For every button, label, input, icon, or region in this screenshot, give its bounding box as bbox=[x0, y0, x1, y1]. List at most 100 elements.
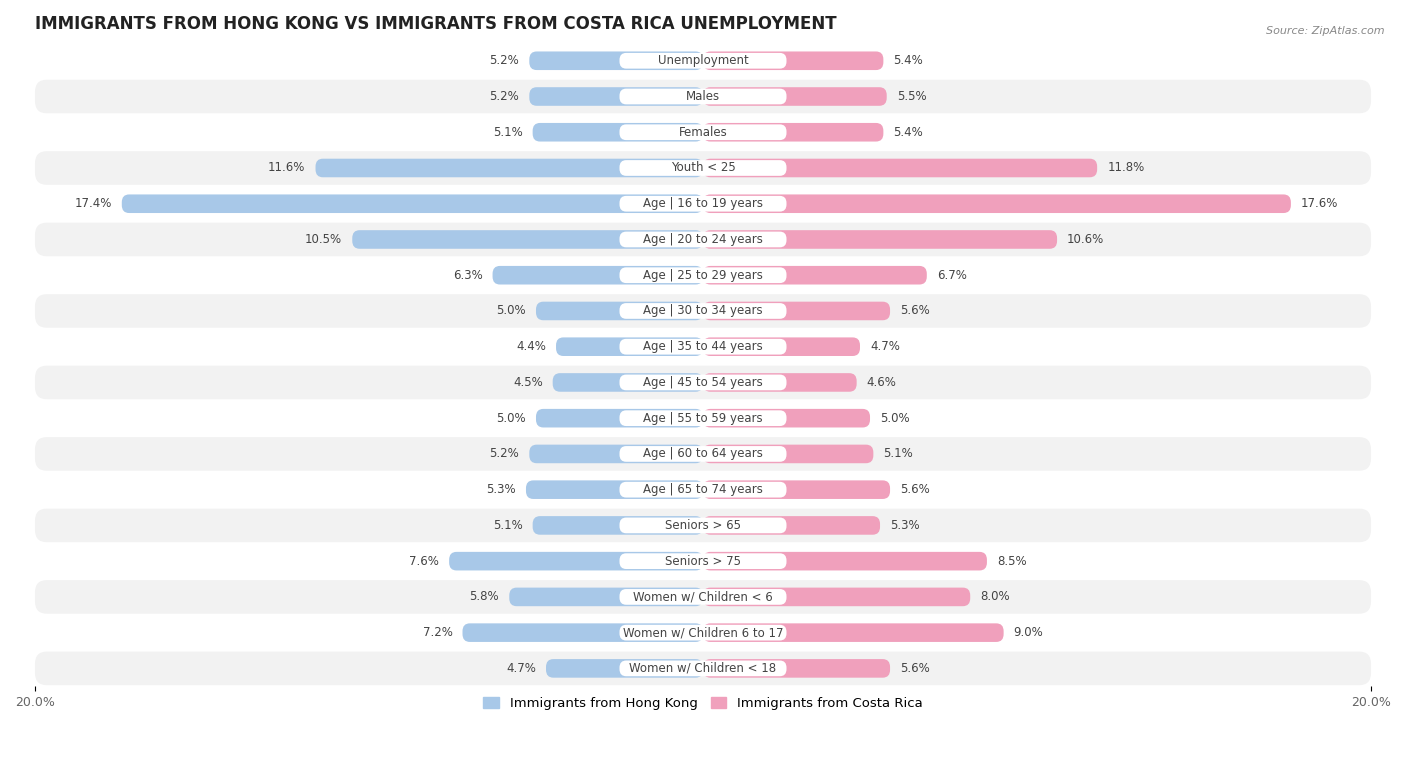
Text: 7.6%: 7.6% bbox=[409, 555, 439, 568]
Text: 11.8%: 11.8% bbox=[1107, 161, 1144, 174]
FancyBboxPatch shape bbox=[620, 481, 786, 497]
FancyBboxPatch shape bbox=[703, 587, 970, 606]
FancyBboxPatch shape bbox=[620, 339, 786, 354]
Text: Males: Males bbox=[686, 90, 720, 103]
FancyBboxPatch shape bbox=[620, 124, 786, 140]
Text: Seniors > 65: Seniors > 65 bbox=[665, 519, 741, 532]
FancyBboxPatch shape bbox=[703, 623, 1004, 642]
FancyBboxPatch shape bbox=[620, 518, 786, 533]
FancyBboxPatch shape bbox=[703, 338, 860, 356]
FancyBboxPatch shape bbox=[529, 444, 703, 463]
FancyBboxPatch shape bbox=[620, 625, 786, 640]
FancyBboxPatch shape bbox=[35, 401, 1371, 435]
FancyBboxPatch shape bbox=[509, 587, 703, 606]
Text: 10.6%: 10.6% bbox=[1067, 233, 1104, 246]
FancyBboxPatch shape bbox=[315, 159, 703, 177]
FancyBboxPatch shape bbox=[703, 195, 1291, 213]
FancyBboxPatch shape bbox=[620, 160, 786, 176]
Text: 9.0%: 9.0% bbox=[1014, 626, 1043, 639]
Text: Women w/ Children < 18: Women w/ Children < 18 bbox=[630, 662, 776, 675]
Text: Source: ZipAtlas.com: Source: ZipAtlas.com bbox=[1267, 26, 1385, 36]
Text: Age | 30 to 34 years: Age | 30 to 34 years bbox=[643, 304, 763, 317]
FancyBboxPatch shape bbox=[703, 266, 927, 285]
Text: 5.0%: 5.0% bbox=[496, 412, 526, 425]
FancyBboxPatch shape bbox=[703, 659, 890, 678]
Text: 5.5%: 5.5% bbox=[897, 90, 927, 103]
Text: Age | 20 to 24 years: Age | 20 to 24 years bbox=[643, 233, 763, 246]
FancyBboxPatch shape bbox=[620, 53, 786, 69]
Text: 4.4%: 4.4% bbox=[516, 340, 546, 354]
Text: 5.2%: 5.2% bbox=[489, 447, 519, 460]
FancyBboxPatch shape bbox=[492, 266, 703, 285]
Text: 5.4%: 5.4% bbox=[893, 55, 924, 67]
Text: Women w/ Children < 6: Women w/ Children < 6 bbox=[633, 590, 773, 603]
FancyBboxPatch shape bbox=[353, 230, 703, 249]
FancyBboxPatch shape bbox=[703, 87, 887, 106]
FancyBboxPatch shape bbox=[703, 302, 890, 320]
FancyBboxPatch shape bbox=[620, 375, 786, 391]
Text: 17.4%: 17.4% bbox=[75, 198, 111, 210]
FancyBboxPatch shape bbox=[35, 223, 1371, 257]
Text: 8.5%: 8.5% bbox=[997, 555, 1026, 568]
FancyBboxPatch shape bbox=[620, 267, 786, 283]
Text: Age | 35 to 44 years: Age | 35 to 44 years bbox=[643, 340, 763, 354]
FancyBboxPatch shape bbox=[620, 661, 786, 676]
FancyBboxPatch shape bbox=[35, 473, 1371, 506]
FancyBboxPatch shape bbox=[529, 87, 703, 106]
Text: 6.7%: 6.7% bbox=[936, 269, 967, 282]
FancyBboxPatch shape bbox=[533, 516, 703, 534]
FancyBboxPatch shape bbox=[533, 123, 703, 142]
Text: 4.7%: 4.7% bbox=[506, 662, 536, 675]
Text: Seniors > 75: Seniors > 75 bbox=[665, 555, 741, 568]
FancyBboxPatch shape bbox=[536, 409, 703, 428]
Text: Youth < 25: Youth < 25 bbox=[671, 161, 735, 174]
Text: 5.3%: 5.3% bbox=[890, 519, 920, 532]
Text: 5.3%: 5.3% bbox=[486, 483, 516, 496]
Text: 4.5%: 4.5% bbox=[513, 376, 543, 389]
FancyBboxPatch shape bbox=[529, 51, 703, 70]
Text: 5.1%: 5.1% bbox=[494, 519, 523, 532]
Text: Age | 55 to 59 years: Age | 55 to 59 years bbox=[643, 412, 763, 425]
FancyBboxPatch shape bbox=[35, 509, 1371, 542]
FancyBboxPatch shape bbox=[703, 409, 870, 428]
FancyBboxPatch shape bbox=[620, 232, 786, 248]
Text: 6.3%: 6.3% bbox=[453, 269, 482, 282]
Text: 5.0%: 5.0% bbox=[496, 304, 526, 317]
FancyBboxPatch shape bbox=[703, 159, 1097, 177]
FancyBboxPatch shape bbox=[463, 623, 703, 642]
FancyBboxPatch shape bbox=[620, 589, 786, 605]
Text: 17.6%: 17.6% bbox=[1301, 198, 1339, 210]
Text: 10.5%: 10.5% bbox=[305, 233, 342, 246]
FancyBboxPatch shape bbox=[620, 446, 786, 462]
FancyBboxPatch shape bbox=[703, 123, 883, 142]
FancyBboxPatch shape bbox=[35, 580, 1371, 614]
FancyBboxPatch shape bbox=[703, 481, 890, 499]
Text: Females: Females bbox=[679, 126, 727, 139]
FancyBboxPatch shape bbox=[449, 552, 703, 571]
Text: 5.2%: 5.2% bbox=[489, 90, 519, 103]
Text: 5.1%: 5.1% bbox=[883, 447, 912, 460]
Text: Unemployment: Unemployment bbox=[658, 55, 748, 67]
Text: 11.6%: 11.6% bbox=[269, 161, 305, 174]
FancyBboxPatch shape bbox=[703, 230, 1057, 249]
FancyBboxPatch shape bbox=[703, 444, 873, 463]
FancyBboxPatch shape bbox=[546, 659, 703, 678]
FancyBboxPatch shape bbox=[526, 481, 703, 499]
Text: Age | 60 to 64 years: Age | 60 to 64 years bbox=[643, 447, 763, 460]
Text: 5.6%: 5.6% bbox=[900, 662, 929, 675]
Text: IMMIGRANTS FROM HONG KONG VS IMMIGRANTS FROM COSTA RICA UNEMPLOYMENT: IMMIGRANTS FROM HONG KONG VS IMMIGRANTS … bbox=[35, 15, 837, 33]
FancyBboxPatch shape bbox=[703, 516, 880, 534]
Text: 5.6%: 5.6% bbox=[900, 483, 929, 496]
FancyBboxPatch shape bbox=[620, 303, 786, 319]
FancyBboxPatch shape bbox=[536, 302, 703, 320]
Text: 5.4%: 5.4% bbox=[893, 126, 924, 139]
FancyBboxPatch shape bbox=[35, 44, 1371, 77]
FancyBboxPatch shape bbox=[35, 616, 1371, 650]
Text: Age | 45 to 54 years: Age | 45 to 54 years bbox=[643, 376, 763, 389]
Text: Age | 65 to 74 years: Age | 65 to 74 years bbox=[643, 483, 763, 496]
FancyBboxPatch shape bbox=[703, 51, 883, 70]
Text: 4.6%: 4.6% bbox=[866, 376, 897, 389]
FancyBboxPatch shape bbox=[553, 373, 703, 391]
FancyBboxPatch shape bbox=[35, 258, 1371, 292]
FancyBboxPatch shape bbox=[620, 196, 786, 212]
